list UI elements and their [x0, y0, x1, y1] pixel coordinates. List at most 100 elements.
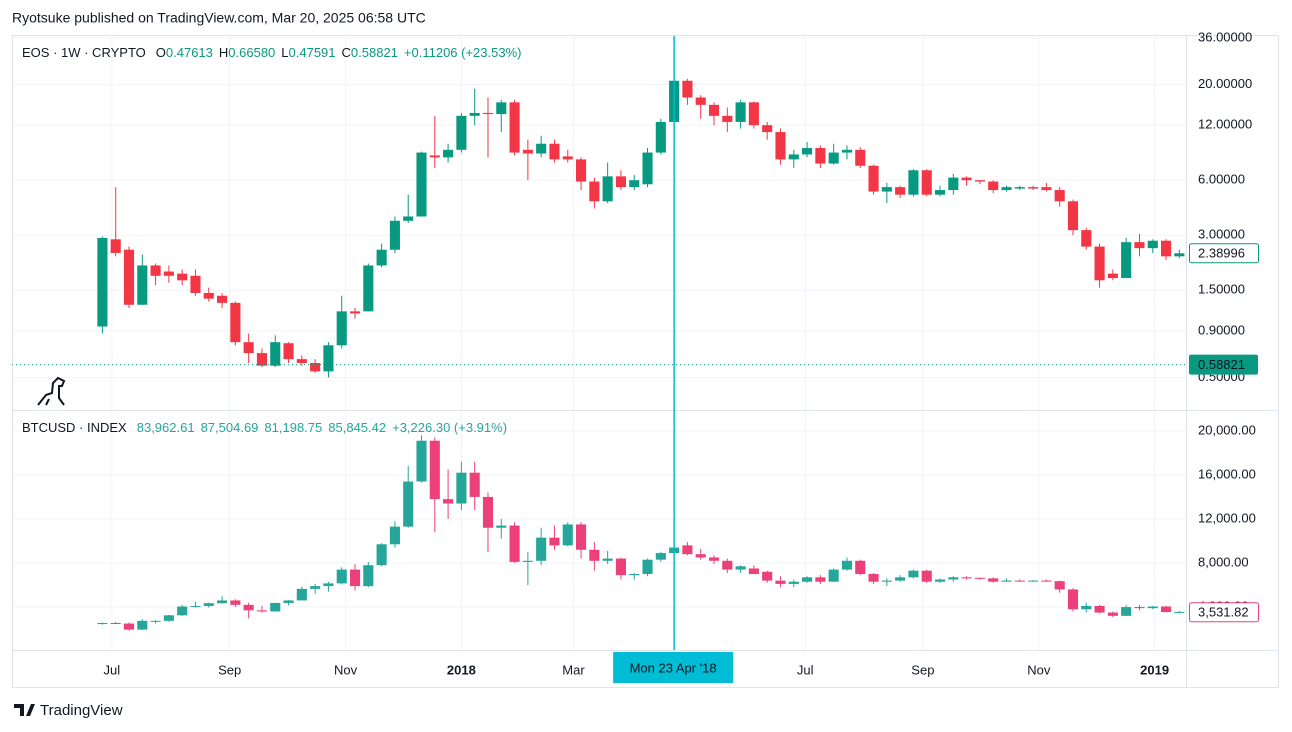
candle-body — [602, 558, 613, 561]
candle-body — [868, 165, 879, 192]
y-tick-label: 6.00000 — [1198, 172, 1245, 187]
candle-body — [270, 602, 281, 612]
candle-body — [243, 342, 254, 354]
candle-body — [349, 311, 361, 314]
crosshair-label: Mon 23 Apr '18 — [630, 660, 717, 675]
candle-body — [762, 125, 773, 133]
candle-body — [496, 525, 507, 528]
y-tick-label: 1.50000 — [1198, 282, 1245, 297]
legend-value: +3,226.30 (+3.91%) — [392, 420, 507, 435]
candle-body — [895, 187, 906, 195]
candle-body — [256, 353, 268, 366]
legend-key: H — [219, 45, 228, 60]
logo-mark — [14, 704, 35, 716]
candle-body — [1121, 242, 1132, 279]
candle-body — [1094, 246, 1105, 281]
candle-body — [469, 472, 480, 497]
candle-body — [961, 577, 972, 579]
legend-value: 85,845.42 — [328, 420, 386, 435]
candle-body — [881, 580, 892, 582]
candle-body — [296, 588, 307, 601]
candle-body — [496, 102, 507, 115]
candle-body — [1134, 242, 1145, 249]
candle-body — [522, 149, 533, 154]
footer-brand: TradingView — [40, 702, 123, 719]
logo-dino — [37, 376, 66, 406]
candle-body — [802, 148, 813, 155]
candle-body — [110, 239, 121, 253]
candle-body — [123, 249, 135, 305]
candle-body — [908, 170, 919, 195]
candle-body — [256, 610, 268, 612]
crosshair-tag — [613, 652, 734, 683]
candle-body — [1147, 606, 1158, 609]
last-price-label: 2.38996 — [1198, 246, 1245, 261]
candle-body — [802, 577, 813, 582]
candle-body — [456, 115, 467, 150]
candle-body — [163, 271, 174, 276]
candle-body — [1161, 240, 1172, 257]
candle-body — [416, 152, 427, 217]
candle-body — [934, 579, 946, 582]
candle-body — [828, 569, 839, 582]
x-tick-label: Jul — [104, 662, 121, 677]
candle-body — [748, 568, 759, 575]
candle-body — [283, 600, 294, 603]
candle-body — [1107, 612, 1118, 616]
candle-body — [762, 571, 773, 581]
candle-body — [629, 574, 640, 576]
candle-body — [908, 570, 919, 578]
x-tick-label: 2018 — [447, 662, 476, 677]
legend-key: O — [156, 45, 166, 60]
candle-body — [536, 537, 547, 561]
candle-body — [429, 155, 440, 158]
candle-body — [828, 152, 839, 164]
candle-body — [230, 302, 241, 343]
candle-body — [376, 544, 387, 566]
y-tick-label: 3.00000 — [1198, 227, 1245, 242]
candle-body — [1147, 240, 1158, 249]
candle-body — [443, 499, 454, 504]
legend-key: C — [342, 45, 351, 60]
candle-body — [243, 604, 254, 611]
legend-value: 81,198.75 — [264, 420, 322, 435]
candle-body — [602, 176, 613, 202]
candle-body — [722, 560, 733, 570]
candle-body — [655, 553, 666, 560]
candle-body — [217, 600, 228, 604]
candle-body — [389, 526, 400, 545]
candle-body — [310, 586, 321, 589]
pane-legend: EOS · 1W · CRYPTO O0.47613 H0.66580 L0.4759… — [22, 45, 521, 60]
candle-body — [1174, 611, 1185, 613]
legend-value: 87,504.69 — [201, 420, 259, 435]
candle-body — [1081, 605, 1092, 610]
candle-body — [589, 549, 600, 561]
candle-body — [855, 560, 866, 575]
x-tick-label: Jul — [797, 662, 814, 677]
candle-body — [349, 569, 361, 587]
legend-key: L — [281, 45, 288, 60]
candle-body — [376, 249, 387, 266]
y-tick-label: 16,000.00 — [1198, 466, 1256, 481]
candle-body — [1028, 580, 1039, 582]
candle-body — [1054, 581, 1065, 590]
candle-body — [336, 311, 347, 346]
candle-body — [549, 537, 560, 546]
candle-body — [323, 345, 334, 372]
candle-body — [1054, 190, 1065, 202]
y-tick-label: 20.00000 — [1198, 76, 1252, 91]
candle-body — [1041, 187, 1052, 191]
candle-body — [283, 343, 294, 360]
candle-body — [536, 143, 547, 154]
candle-body — [775, 132, 786, 160]
candle-body — [1094, 605, 1105, 613]
candle-body — [1014, 187, 1025, 189]
publish-header: Ryotsuke published on TradingView.com, M… — [12, 10, 426, 26]
candle-body — [177, 273, 188, 281]
candle-body — [310, 363, 321, 372]
legend-value: 0.58821 — [351, 45, 398, 60]
candle-body — [429, 440, 440, 500]
candle-body — [363, 565, 374, 587]
candle-body — [695, 554, 706, 558]
